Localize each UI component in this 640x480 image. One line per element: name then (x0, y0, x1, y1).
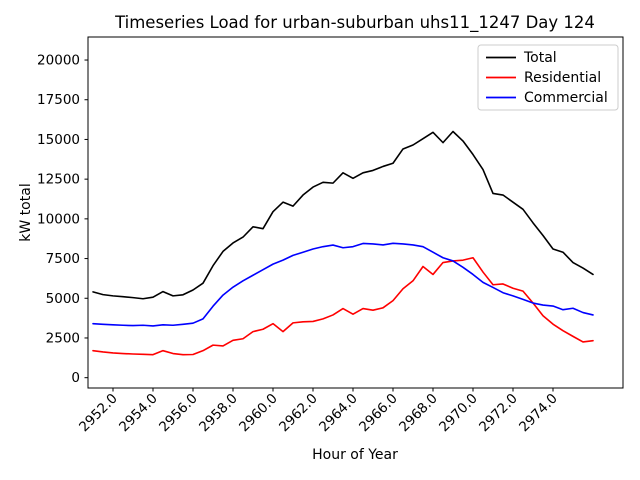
x-tick-label: 2968.0 (396, 391, 441, 436)
y-axis-label: kW total (18, 183, 34, 241)
y-tick-label: 5000 (46, 291, 80, 307)
series-line-residential (92, 256, 594, 356)
x-tick-label: 2972.0 (476, 391, 521, 436)
legend-box (477, 44, 619, 111)
y-axis-ticks: 0 2500 5000 7500 10000 12500 15000 17500 20000 (37, 53, 88, 386)
legend-label-commercial: Commercial (524, 90, 608, 106)
series-line-commercial (92, 242, 594, 327)
series-line-total (92, 130, 594, 300)
y-tick-label: 0 (71, 370, 80, 386)
x-tick-label: 2966.0 (356, 391, 401, 436)
legend: Total Residential Commercial (477, 44, 619, 111)
y-tick-label: 17500 (37, 92, 80, 108)
x-tick-label: 2964.0 (316, 391, 361, 436)
y-tick-label: 20000 (37, 53, 80, 69)
y-tick-label: 2500 (46, 330, 80, 346)
y-tick-label: 10000 (37, 211, 80, 227)
x-tick-label: 2954.0 (116, 391, 161, 436)
plot-lines (92, 130, 594, 356)
x-tick-label: 2970.0 (436, 391, 481, 436)
legend-label-total: Total (523, 50, 557, 66)
legend-item-total: Total (486, 50, 557, 66)
legend-item-residential: Residential (486, 70, 601, 86)
x-tick-label: 2956.0 (156, 391, 201, 436)
x-tick-label: 2962.0 (276, 391, 321, 436)
x-tick-label: 2960.0 (236, 391, 281, 436)
y-tick-label: 7500 (46, 251, 80, 267)
x-tick-label: 2958.0 (196, 391, 241, 436)
legend-item-commercial: Commercial (486, 90, 608, 106)
chart-title: Timeseries Load for urban-suburban uhs11… (114, 13, 595, 33)
x-tick-label: 2952.0 (76, 391, 121, 436)
plot-area-frame (87, 36, 624, 389)
legend-label-residential: Residential (524, 70, 601, 86)
y-tick-label: 15000 (37, 132, 80, 148)
y-tick-label: 12500 (37, 172, 80, 188)
x-axis-ticks: 2952.02954.02956.02958.02960.02962.02964… (76, 388, 561, 435)
x-axis-label: Hour of Year (312, 447, 398, 463)
x-tick-label: 2974.0 (516, 391, 561, 436)
